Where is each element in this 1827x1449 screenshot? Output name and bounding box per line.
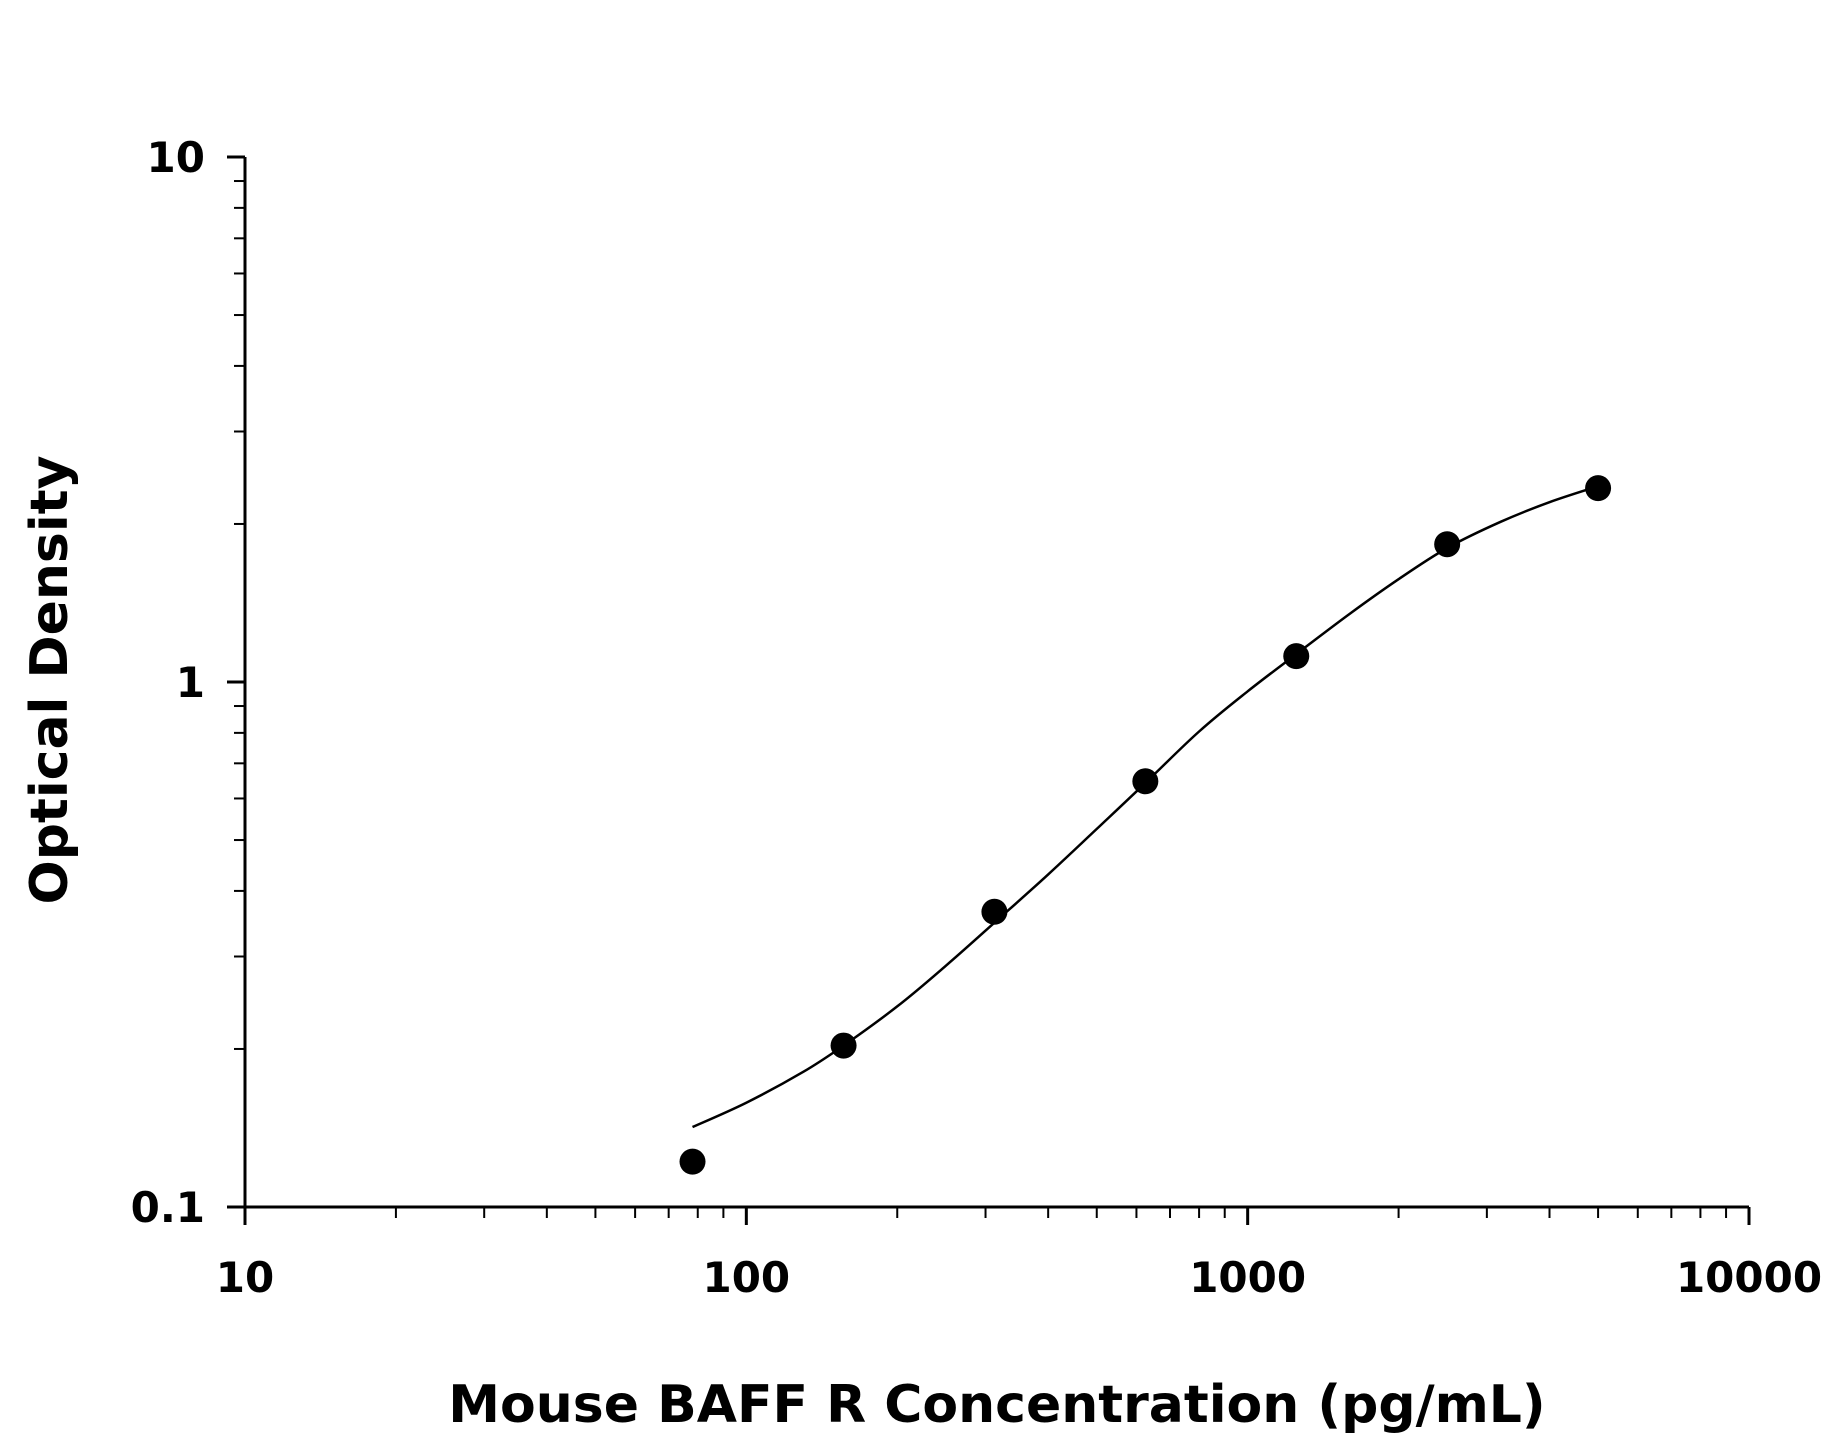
data-point — [1283, 643, 1310, 670]
data-point — [1434, 531, 1461, 558]
x-tick-labels: 10 100 1000 10000 — [216, 1253, 1822, 1302]
data-point — [981, 898, 1008, 925]
x-tick-label: 1000 — [1189, 1253, 1306, 1302]
y-axis-title: Optical Density — [20, 456, 80, 905]
y-tick-label: 1 — [176, 658, 205, 707]
fit-curve-layer — [691, 485, 1599, 1129]
x-tick-label: 10 — [216, 1253, 274, 1302]
data-point — [1585, 475, 1612, 502]
axes — [227, 155, 1751, 1225]
y-tick-labels: 0.1 1 10 — [131, 133, 205, 1232]
x-axis-title: Mouse BAFF R Concentration (pg/mL) — [448, 1375, 1545, 1435]
data-point — [679, 1148, 706, 1175]
data-point — [1132, 768, 1159, 795]
data-point — [830, 1032, 857, 1059]
fit-curve — [691, 485, 1599, 1129]
y-tick-label: 0.1 — [131, 1183, 205, 1232]
y-tick-label: 10 — [147, 133, 205, 182]
x-tick-label: 10000 — [1676, 1253, 1822, 1302]
data-points-layer — [679, 475, 1612, 1175]
x-tick-label: 100 — [702, 1253, 790, 1302]
